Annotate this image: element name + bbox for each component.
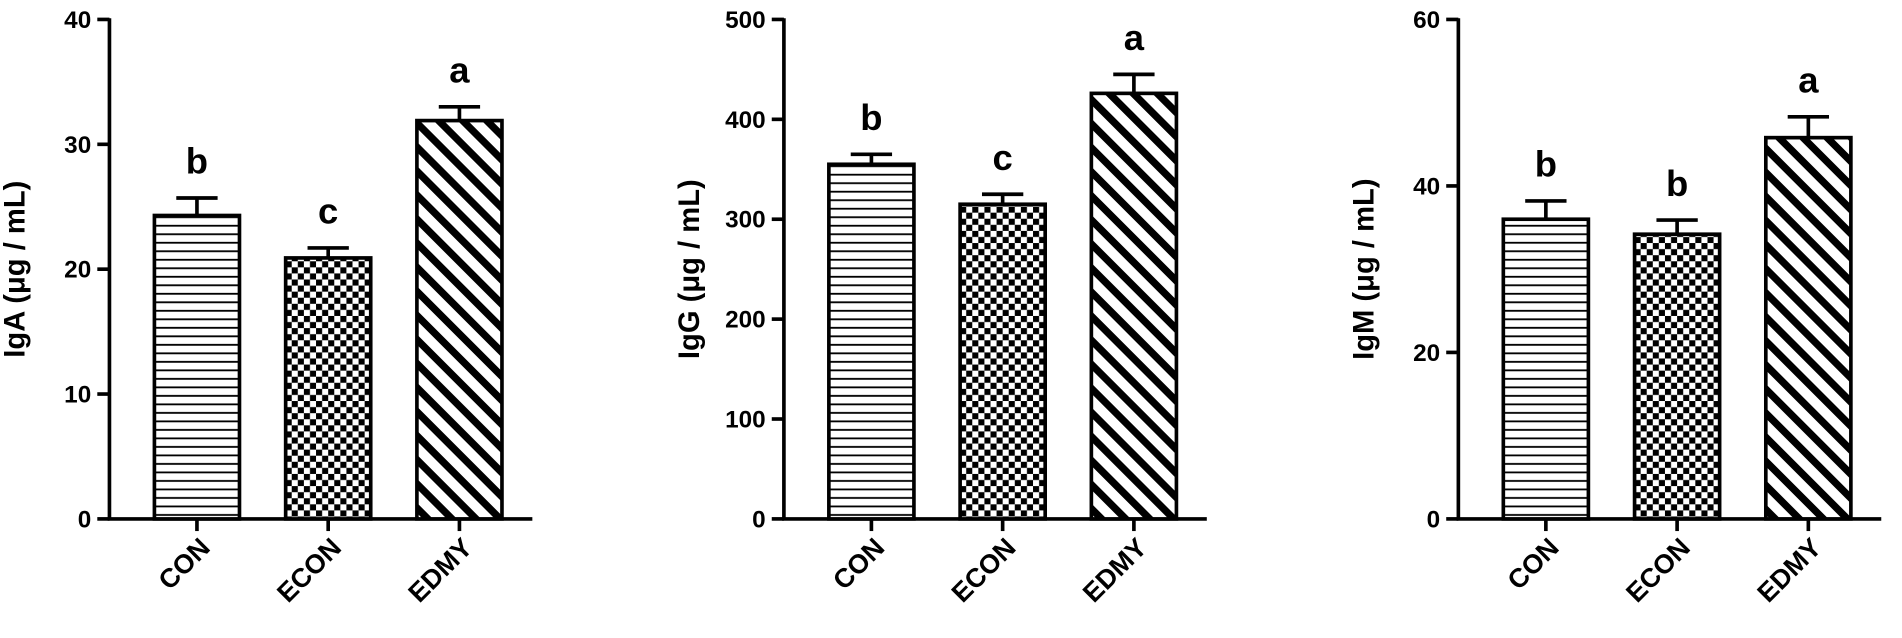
x-tick-label: CON xyxy=(1501,532,1564,595)
y-tick-label: 30 xyxy=(64,132,91,159)
chart-panel: IgM (μg / mL) 0 20 40 60 b CON b ECON a EDMY xyxy=(1348,7,1882,608)
bar xyxy=(415,118,504,521)
x-tick-label: ECON xyxy=(946,532,1022,608)
bar xyxy=(1089,91,1179,521)
y-tick-label: 20 xyxy=(64,257,91,284)
x-tick-label: CON xyxy=(153,532,216,595)
y-tick-label: 40 xyxy=(1413,173,1440,200)
significance-letter: a xyxy=(1124,17,1145,58)
bar xyxy=(283,256,373,521)
y-tick-label: 40 xyxy=(64,7,91,34)
chart-panel: IgA (μg / mL) 0 10 20 30 40 b CON c ECON a EDMY xyxy=(0,7,533,608)
y-axis-label: IgM (μg / mL) xyxy=(1348,178,1380,359)
significance-letter: c xyxy=(993,137,1013,178)
y-tick-label: 300 xyxy=(725,207,766,234)
y-tick-label: 500 xyxy=(725,7,766,34)
significance-letter: b xyxy=(186,141,208,182)
y-axis-label: IgG (μg / mL) xyxy=(674,179,706,359)
chart-panel: IgG (μg / mL) 0 100 200 300 400 500 b CON c ECON a E… xyxy=(674,7,1207,608)
x-tick-label: ECON xyxy=(271,532,347,608)
y-tick-label: 10 xyxy=(64,382,91,409)
bar xyxy=(1763,135,1853,521)
significance-letter: a xyxy=(1798,60,1819,101)
y-tick-label: 0 xyxy=(752,506,766,533)
bar xyxy=(958,202,1048,521)
y-tick-label: 400 xyxy=(725,107,766,134)
significance-letter: b xyxy=(1666,163,1688,204)
x-tick-label: EDMY xyxy=(1077,532,1153,608)
x-tick-label: ECON xyxy=(1620,532,1696,608)
bar xyxy=(152,213,242,521)
bar xyxy=(1501,217,1591,521)
y-tick-label: 100 xyxy=(725,407,766,434)
y-tick-label: 60 xyxy=(1413,7,1440,34)
significance-letter: b xyxy=(1535,144,1557,185)
x-tick-label: CON xyxy=(827,532,890,595)
significance-letter: b xyxy=(860,97,882,138)
significance-letter: c xyxy=(318,191,338,232)
x-tick-label: EDMY xyxy=(402,532,478,608)
x-tick-label: EDMY xyxy=(1751,532,1827,608)
y-tick-label: 20 xyxy=(1413,340,1440,367)
significance-letter: a xyxy=(449,50,470,91)
y-tick-label: 200 xyxy=(725,307,766,334)
y-axis-label: IgA (μg / mL) xyxy=(0,181,31,358)
y-tick-label: 0 xyxy=(78,506,92,533)
bar xyxy=(1632,232,1722,521)
bar xyxy=(827,162,916,521)
y-tick-label: 0 xyxy=(1427,506,1441,533)
